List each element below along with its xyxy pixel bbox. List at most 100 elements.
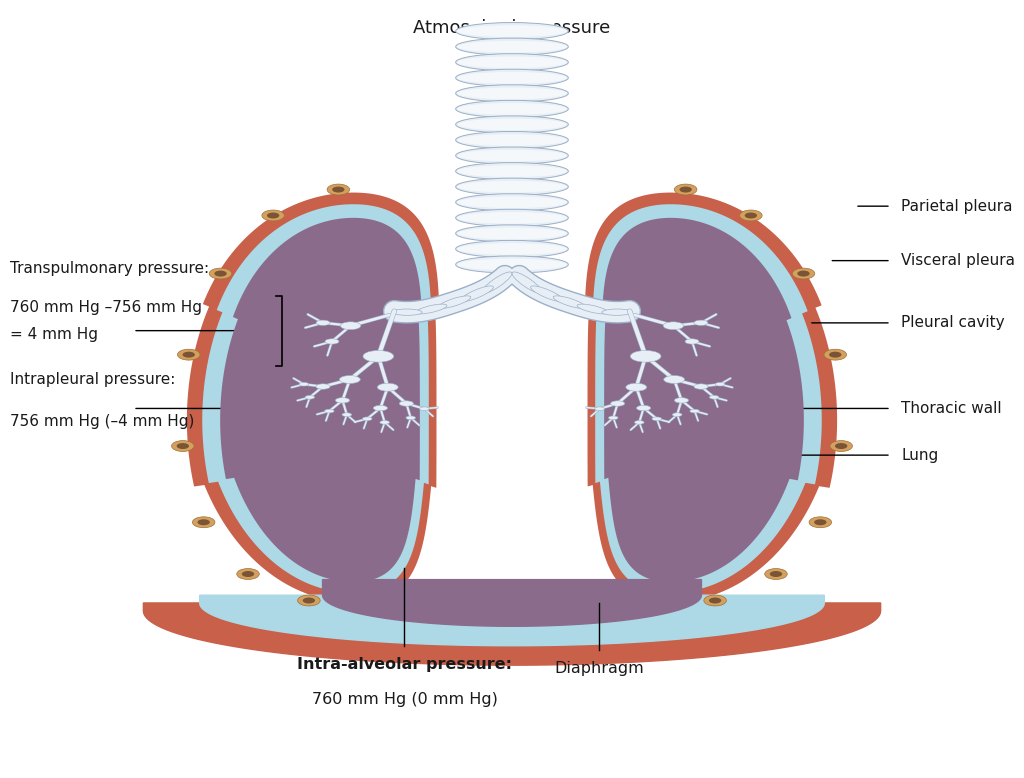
Ellipse shape	[694, 320, 708, 325]
Ellipse shape	[716, 383, 725, 386]
FancyBboxPatch shape	[469, 21, 555, 275]
Ellipse shape	[456, 38, 568, 55]
Text: Intrapleural pressure:: Intrapleural pressure:	[10, 373, 175, 387]
Ellipse shape	[652, 417, 662, 421]
Ellipse shape	[709, 598, 721, 604]
Ellipse shape	[608, 416, 618, 419]
Ellipse shape	[739, 210, 762, 221]
Ellipse shape	[325, 338, 339, 344]
Ellipse shape	[765, 569, 787, 580]
Ellipse shape	[214, 271, 226, 276]
Text: Lung: Lung	[901, 447, 938, 463]
Ellipse shape	[578, 304, 608, 314]
Ellipse shape	[637, 405, 650, 411]
Ellipse shape	[315, 384, 330, 389]
Ellipse shape	[193, 517, 215, 527]
Ellipse shape	[744, 212, 757, 219]
Polygon shape	[187, 193, 439, 602]
Ellipse shape	[362, 350, 393, 362]
Ellipse shape	[631, 350, 662, 362]
Ellipse shape	[198, 519, 210, 525]
Ellipse shape	[339, 376, 360, 384]
Text: Thoracic wall: Thoracic wall	[901, 401, 1001, 416]
Text: Transpulmonary pressure:: Transpulmonary pressure:	[10, 261, 209, 276]
Polygon shape	[602, 218, 804, 582]
Ellipse shape	[673, 413, 682, 416]
Ellipse shape	[456, 54, 568, 71]
Ellipse shape	[461, 286, 494, 302]
Polygon shape	[593, 205, 821, 593]
Ellipse shape	[457, 56, 567, 68]
Ellipse shape	[610, 401, 625, 406]
Ellipse shape	[530, 286, 563, 302]
Ellipse shape	[694, 384, 709, 389]
Ellipse shape	[456, 100, 568, 117]
Ellipse shape	[457, 41, 567, 53]
Ellipse shape	[316, 320, 330, 325]
Ellipse shape	[770, 571, 782, 577]
Ellipse shape	[664, 376, 685, 384]
Ellipse shape	[177, 349, 200, 360]
Ellipse shape	[456, 23, 568, 40]
Ellipse shape	[457, 72, 567, 84]
Ellipse shape	[299, 383, 308, 386]
Ellipse shape	[456, 225, 568, 242]
Ellipse shape	[595, 407, 604, 411]
Ellipse shape	[377, 384, 398, 391]
Ellipse shape	[824, 349, 847, 360]
Ellipse shape	[457, 135, 567, 146]
Ellipse shape	[602, 309, 632, 315]
Ellipse shape	[553, 296, 586, 308]
Ellipse shape	[626, 384, 647, 391]
Ellipse shape	[456, 163, 568, 180]
Ellipse shape	[237, 569, 259, 580]
Ellipse shape	[416, 304, 446, 314]
Text: Intra-alveolar pressure:: Intra-alveolar pressure:	[297, 657, 512, 672]
Ellipse shape	[327, 184, 349, 195]
Text: Parietal pleura: Parietal pleura	[901, 198, 1013, 214]
Ellipse shape	[793, 268, 815, 279]
Text: 756 mm Hg (–4 mm Hg): 756 mm Hg (–4 mm Hg)	[10, 414, 195, 429]
Ellipse shape	[798, 271, 810, 276]
Ellipse shape	[482, 272, 512, 293]
Ellipse shape	[362, 417, 372, 421]
Ellipse shape	[374, 405, 387, 411]
Ellipse shape	[457, 103, 567, 115]
Ellipse shape	[456, 69, 568, 86]
Ellipse shape	[336, 398, 349, 403]
Ellipse shape	[456, 85, 568, 102]
Ellipse shape	[456, 256, 568, 273]
Ellipse shape	[456, 194, 568, 211]
Ellipse shape	[703, 595, 726, 606]
Ellipse shape	[172, 440, 195, 451]
Text: 760 mm Hg –756 mm Hg: 760 mm Hg –756 mm Hg	[10, 300, 203, 314]
Ellipse shape	[298, 595, 321, 606]
Ellipse shape	[262, 210, 285, 221]
Ellipse shape	[182, 352, 195, 358]
Ellipse shape	[457, 212, 567, 224]
Polygon shape	[585, 193, 838, 602]
Ellipse shape	[457, 119, 567, 131]
Ellipse shape	[406, 416, 416, 419]
Ellipse shape	[635, 421, 644, 424]
Ellipse shape	[457, 181, 567, 193]
Ellipse shape	[457, 258, 567, 271]
Ellipse shape	[456, 209, 568, 226]
Polygon shape	[220, 218, 422, 582]
Text: Diaphragm: Diaphragm	[554, 661, 644, 676]
Text: 760 mm Hg (0 mm Hg): 760 mm Hg (0 mm Hg)	[311, 692, 498, 707]
Ellipse shape	[392, 309, 422, 315]
Ellipse shape	[664, 322, 684, 330]
Ellipse shape	[675, 184, 697, 195]
Ellipse shape	[809, 517, 831, 527]
Ellipse shape	[835, 443, 847, 449]
Ellipse shape	[267, 212, 280, 219]
Text: Atmospheric pressure: Atmospheric pressure	[414, 19, 610, 37]
Ellipse shape	[456, 131, 568, 149]
Ellipse shape	[456, 178, 568, 195]
Ellipse shape	[305, 395, 314, 399]
Ellipse shape	[710, 395, 719, 399]
Ellipse shape	[690, 409, 699, 413]
Ellipse shape	[829, 352, 842, 358]
Polygon shape	[200, 595, 824, 646]
